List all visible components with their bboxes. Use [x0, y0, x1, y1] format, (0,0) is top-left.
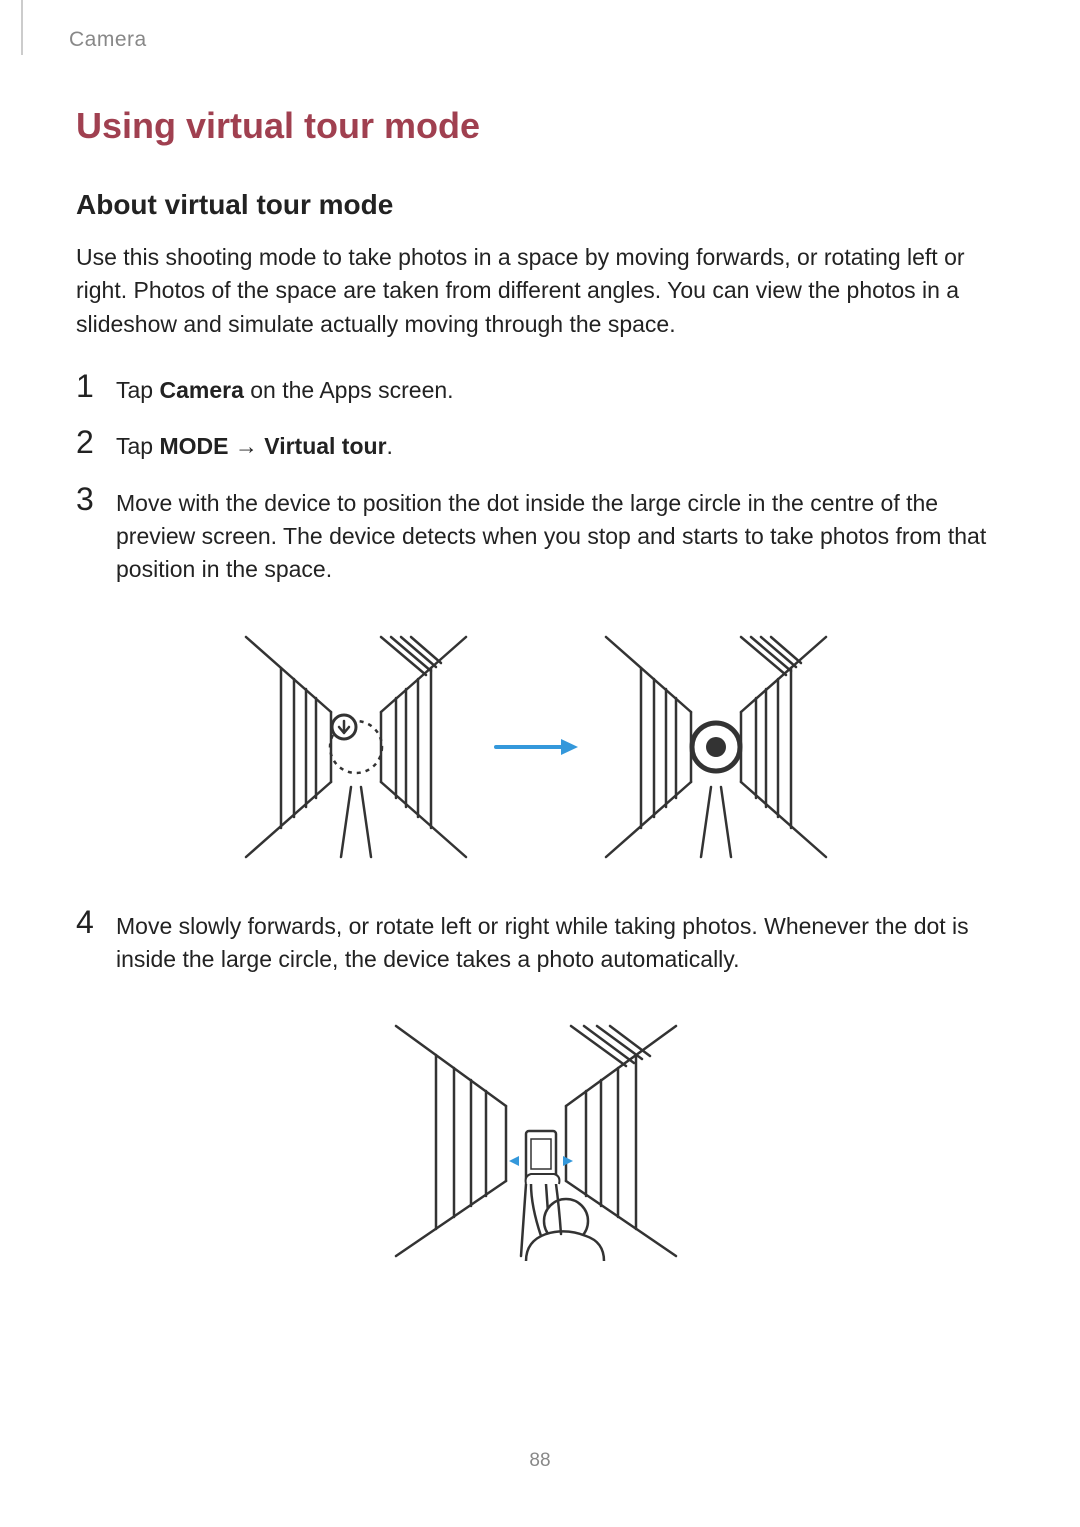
page-number: 88	[0, 1450, 1080, 1472]
figure-2	[76, 1006, 996, 1266]
arrow-text: →	[228, 433, 264, 459]
page-content: Using virtual tour mode About virtual to…	[76, 105, 996, 1304]
step-2: 2 Tap MODE → Virtual tour.	[76, 425, 996, 463]
step-number: 4	[76, 905, 116, 977]
intro-paragraph: Use this shooting mode to take photos in…	[76, 241, 996, 341]
corridor-person-diagram	[366, 1006, 706, 1266]
step-1: 1 Tap Camera on the Apps screen.	[76, 369, 996, 407]
header-rule	[21, 0, 23, 55]
step-text: Move with the device to position the dot…	[116, 482, 996, 587]
step-text: Move slowly forwards, or rotate left or …	[116, 905, 996, 977]
right-arrow-icon	[496, 739, 578, 755]
bold-text: Virtual tour	[264, 433, 386, 459]
text: on the Apps screen.	[244, 377, 454, 403]
step-3: 3 Move with the device to position the d…	[76, 482, 996, 587]
figure-1	[76, 617, 996, 867]
step-number: 2	[76, 425, 116, 463]
text: Tap	[116, 433, 159, 459]
bold-text: MODE	[159, 433, 228, 459]
step-text: Tap Camera on the Apps screen.	[116, 369, 996, 407]
bold-text: Camera	[159, 377, 243, 403]
text: .	[387, 433, 393, 459]
page-title: Using virtual tour mode	[76, 105, 996, 147]
step-4: 4 Move slowly forwards, or rotate left o…	[76, 905, 996, 977]
breadcrumb: Camera	[69, 28, 147, 52]
corridor-diagram-pair	[226, 617, 846, 867]
step-number: 1	[76, 369, 116, 407]
section-subtitle: About virtual tour mode	[76, 189, 996, 221]
text: Tap	[116, 377, 159, 403]
step-number: 3	[76, 482, 116, 587]
step-text: Tap MODE → Virtual tour.	[116, 425, 996, 463]
